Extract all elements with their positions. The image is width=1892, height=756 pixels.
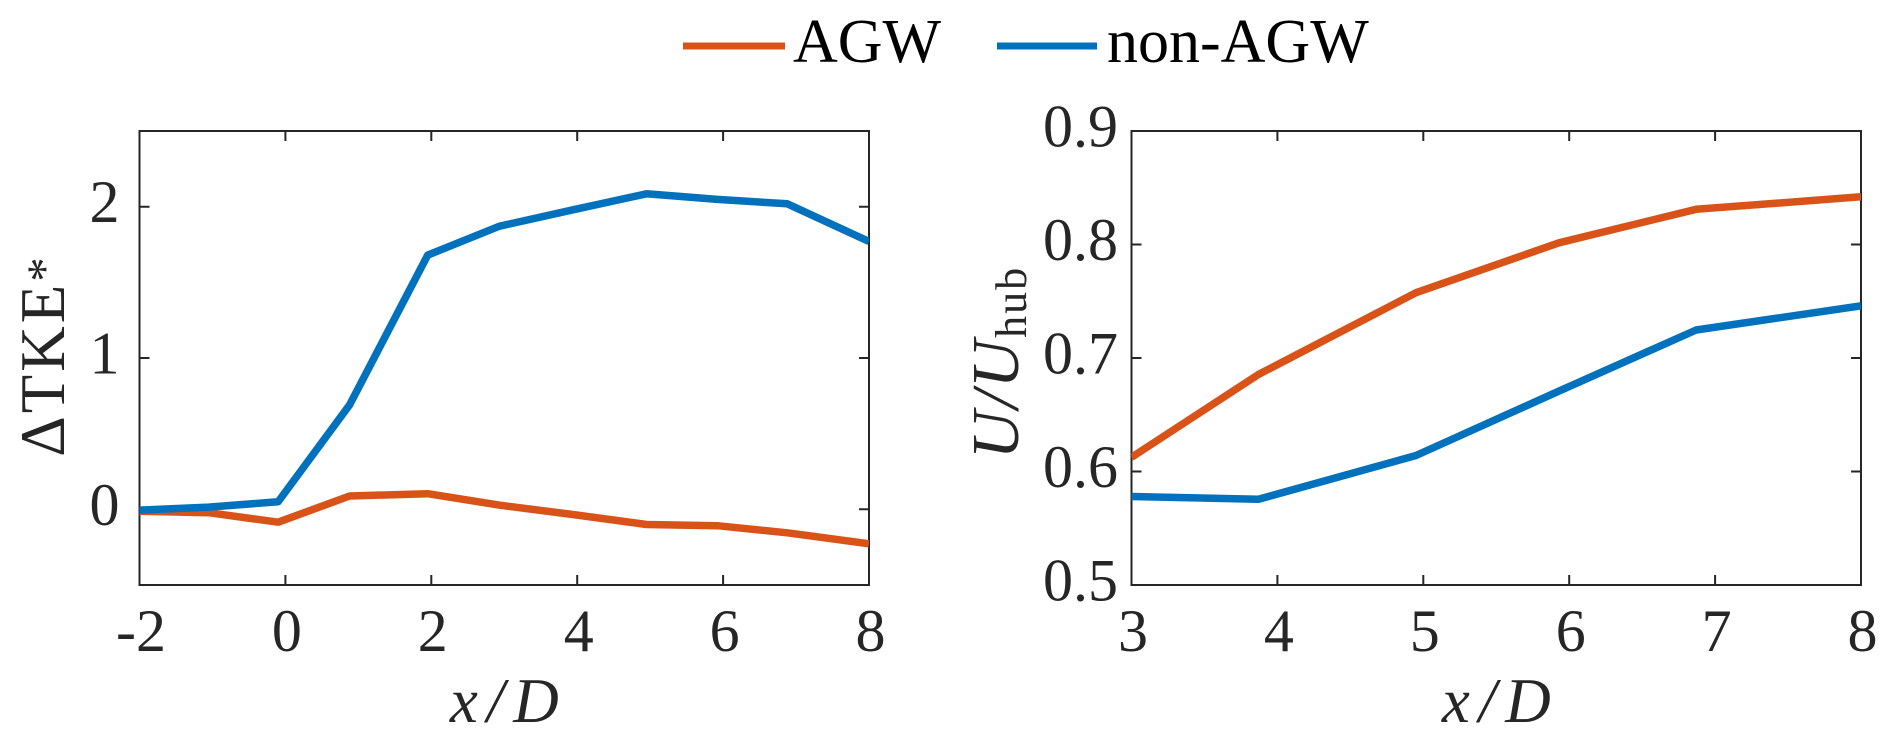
svg-text:6: 6 [1556,598,1586,664]
svg-text:4: 4 [564,598,594,664]
svg-text:-2: -2 [116,598,166,664]
svg-text:4: 4 [1264,598,1294,664]
svg-text:1: 1 [90,321,120,387]
svg-text:0.8: 0.8 [1043,207,1118,273]
svg-text:8: 8 [856,598,886,664]
svg-text:x/D: x/D [1441,666,1560,736]
svg-text:0.5: 0.5 [1043,548,1118,614]
svg-text:non-AGW: non-AGW [1107,8,1369,76]
svg-text:3: 3 [1118,598,1148,664]
svg-text:2: 2 [90,169,120,235]
svg-text:U/Uhub: U/Uhub [959,266,1036,459]
svg-text:6: 6 [710,598,740,664]
svg-text:5: 5 [1410,598,1440,664]
svg-text:0: 0 [90,472,120,538]
svg-text:0.6: 0.6 [1043,434,1118,500]
svg-text:0.7: 0.7 [1043,321,1118,387]
svg-text:x/D: x/D [449,666,568,736]
svg-text:7: 7 [1702,598,1732,664]
svg-text:0: 0 [272,598,302,664]
svg-text:2: 2 [418,598,448,664]
svg-text:8: 8 [1848,598,1878,664]
svg-text:AGW: AGW [793,8,942,76]
svg-text:0.9: 0.9 [1043,94,1118,160]
svg-text:ΔTKE*: ΔTKE* [8,254,78,456]
